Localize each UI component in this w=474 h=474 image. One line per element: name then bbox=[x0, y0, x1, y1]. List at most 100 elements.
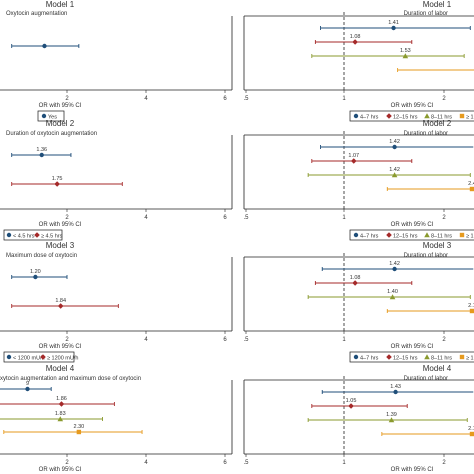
x-tick-label: 6 bbox=[223, 215, 227, 221]
point-estimate bbox=[391, 172, 398, 178]
left-panel-title: Model 2 bbox=[46, 119, 75, 128]
legend-label: 4–7 hrs bbox=[360, 355, 379, 361]
x-tick-label: 2 bbox=[65, 96, 69, 102]
legend-label: 8–11 hrs bbox=[431, 355, 452, 361]
estimate-label: 1.39 bbox=[386, 412, 397, 418]
x-tick-label: 6 bbox=[223, 460, 227, 466]
legend-marker bbox=[424, 113, 430, 119]
series-1: 9 bbox=[0, 381, 52, 392]
series-4: 2.1 bbox=[386, 303, 474, 314]
legend: < 1200 mU/h ≥ 1200 mU/h bbox=[3, 351, 78, 363]
legend-label: 12–15 hrs bbox=[393, 355, 418, 361]
x-axis-label: OR with 95% CI bbox=[391, 103, 434, 109]
legend-label: Yes bbox=[48, 114, 57, 120]
legend-label: ≥ 4.5 hrs bbox=[41, 233, 63, 239]
row-model-3: Model 3 Maximum dose of oxytocin Model 3… bbox=[6, 241, 452, 259]
legend-box bbox=[349, 110, 474, 122]
right-panel-title: Model 2 bbox=[423, 119, 452, 128]
legend-marker bbox=[459, 113, 465, 119]
x-tick-label: .5 bbox=[243, 337, 249, 343]
point-estimate bbox=[388, 417, 395, 423]
legend-marker bbox=[6, 354, 12, 360]
estimate-label: 2.1 bbox=[468, 426, 474, 432]
right-panel-title: Model 1 bbox=[423, 0, 452, 9]
point-estimate bbox=[348, 403, 354, 409]
right-forest-panel: .5 1 2 OR with 95% CI 1.41 1.08 1.53 4–7 hrs 12–… bbox=[243, 12, 474, 122]
left-panel-title: Model 1 bbox=[46, 0, 75, 9]
point-estimate bbox=[58, 401, 65, 407]
legend-label: ≥ 1 bbox=[466, 233, 474, 239]
legend-label: 4–7 hrs bbox=[360, 233, 379, 239]
x-tick-label: .5 bbox=[243, 460, 249, 466]
point-estimate bbox=[391, 25, 396, 31]
legend: 4–7 hrs 12–15 hrs 8–11 hrs ≥ 1 bbox=[349, 110, 474, 122]
point-estimate bbox=[57, 303, 64, 309]
legend-label: 8–11 hrs bbox=[431, 233, 452, 239]
series-1: 1.20 bbox=[11, 269, 68, 280]
series-2: 1.86 bbox=[0, 396, 115, 407]
legend-label: 8–11 hrs bbox=[431, 114, 452, 120]
series-4 bbox=[397, 68, 474, 72]
x-tick-label: .5 bbox=[243, 96, 249, 102]
series-3: 1.83 bbox=[0, 411, 104, 422]
legend-marker bbox=[353, 232, 359, 238]
x-axis-label: OR with 95% CI bbox=[39, 222, 82, 228]
series-2: 1.84 bbox=[11, 298, 119, 309]
point-estimate bbox=[54, 181, 60, 187]
series-3: 1.39 bbox=[307, 412, 468, 423]
row-model-1: Model 1 Oxytocin augmentation Model 1 Du… bbox=[6, 0, 452, 17]
x-tick-label: 2 bbox=[442, 460, 446, 466]
estimate-label: 1.41 bbox=[388, 20, 399, 26]
legend-label: ≥ 1 bbox=[466, 114, 474, 120]
x-axis-label: OR with 95% CI bbox=[39, 103, 82, 109]
x-tick-label: 4 bbox=[144, 337, 148, 343]
legend-marker bbox=[41, 113, 47, 119]
point-estimate bbox=[352, 280, 358, 286]
right-panel-subtitle: Duration of labor bbox=[404, 11, 448, 17]
estimate-label: 1.84 bbox=[55, 298, 66, 304]
legend-label: 12–15 hrs bbox=[393, 233, 418, 239]
right-forest-panel: .5 1 2 OR with 95% CI 1.42 1.08 1.40 2.1 4–7 hrs… bbox=[243, 253, 474, 363]
legend-label: 12–15 hrs bbox=[393, 114, 418, 120]
x-tick-label: 1 bbox=[342, 96, 346, 102]
right-forest-panel: .5 1 2 OR with 95% CI 1.42 1.07 1.42 2.4 4–7 hrs… bbox=[243, 131, 474, 241]
legend-box bbox=[349, 229, 474, 241]
legend-marker bbox=[40, 354, 46, 360]
row-model-4: Model 4 xytocin augmentation and maximum… bbox=[0, 364, 452, 382]
point-estimate bbox=[33, 274, 38, 280]
left-panel-title: Model 3 bbox=[46, 241, 75, 250]
series-2: 1.08 bbox=[314, 34, 413, 45]
right-panel-subtitle: Duration of labor bbox=[404, 253, 448, 259]
left-forest-panel: 2 4 6 OR with 95% CI 1.36 1.75 < 4.5 hrs ≥ 4.5 … bbox=[0, 135, 233, 241]
point-estimate bbox=[76, 429, 82, 435]
x-tick-label: 2 bbox=[442, 337, 446, 343]
legend: Yes bbox=[37, 110, 65, 122]
estimate-label: 1.86 bbox=[56, 396, 67, 402]
x-axis-label: OR with 95% CI bbox=[39, 467, 82, 473]
legend-label: 4–7 hrs bbox=[360, 114, 379, 120]
series-4: 2.4 bbox=[386, 181, 474, 192]
x-tick-label: 1 bbox=[342, 337, 346, 343]
series-1: 1.41 bbox=[320, 20, 471, 31]
legend-label: ≥ 1 bbox=[466, 355, 474, 361]
x-tick-label: 2 bbox=[442, 215, 446, 221]
point-estimate bbox=[469, 308, 474, 314]
point-estimate bbox=[42, 43, 47, 49]
legend-marker bbox=[353, 354, 359, 360]
estimate-label: 1.53 bbox=[400, 48, 411, 54]
x-axis-label: OR with 95% CI bbox=[391, 344, 434, 350]
estimate-label: 1.42 bbox=[389, 139, 400, 145]
estimate-label: 1.08 bbox=[350, 275, 361, 281]
x-axis-label: OR with 95% CI bbox=[39, 344, 82, 350]
x-tick-label: 4 bbox=[144, 215, 148, 221]
right-panel-title: Model 4 bbox=[423, 364, 452, 373]
left-panel-subtitle: Duration of oxytocin augmentation bbox=[6, 131, 97, 137]
legend-marker bbox=[6, 232, 12, 238]
series-3: 1.40 bbox=[307, 289, 471, 300]
estimate-label: 1.36 bbox=[36, 147, 47, 153]
estimate-label: 1.83 bbox=[55, 411, 66, 417]
